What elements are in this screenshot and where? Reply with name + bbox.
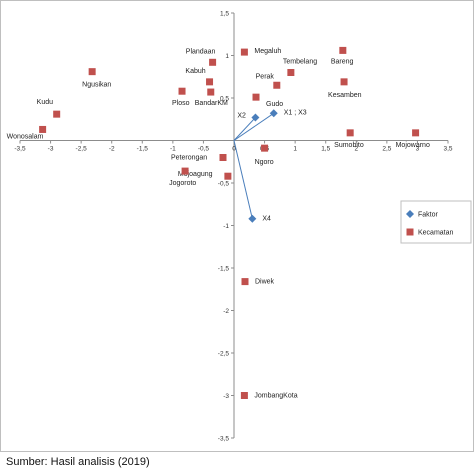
y-tick-label: -1,5 <box>218 266 230 273</box>
faktor-vector-line <box>233 140 253 219</box>
faktor-point-x4 <box>248 214 257 223</box>
kecamatan-point-jombangkota <box>240 392 248 399</box>
legend-box <box>400 200 472 244</box>
point-label-megaluh: Megaluh <box>254 48 281 55</box>
kecamatan-point-bareng <box>339 46 347 54</box>
point-label-wonosalam: Wonosalam <box>7 133 44 140</box>
point-label-kabuh: Kabuh <box>185 68 205 75</box>
faktor-vector-line <box>233 112 275 141</box>
y-tick-label: -3 <box>223 393 229 400</box>
kecamatan-point-mojowarno <box>412 129 420 137</box>
y-tick-label: -1 <box>223 223 229 230</box>
legend: Faktor Kecamatan <box>400 200 472 244</box>
y-tick-label: -2,5 <box>218 351 230 358</box>
point-label-ngoro: Ngoro <box>255 159 274 166</box>
y-tick-label: -2 <box>223 308 229 315</box>
x-tick-label: 1 <box>293 146 297 153</box>
y-tick-label: 0,5 <box>220 96 229 103</box>
faktor-vector-line <box>233 117 256 141</box>
point-label-ploso: Ploso <box>172 100 190 107</box>
x-tick-label: -1,5 <box>137 146 149 153</box>
x-tick-label: -3 <box>48 146 54 153</box>
kecamatan-point-wonosalam <box>39 125 47 133</box>
y-tick-label: 1 <box>225 53 229 60</box>
kecamatan-point-megaluh <box>240 48 248 56</box>
x-tick-label: -0,5 <box>198 146 210 153</box>
legend-swatch-faktor <box>406 210 414 218</box>
point-label-diwek: Diwek <box>255 279 275 286</box>
point-label-kudu: Kudu <box>37 99 53 106</box>
point-label-jombangkota: JombangKota <box>254 393 297 400</box>
kecamatan-point-bandarkm <box>207 88 215 96</box>
kecamatan-point-perak <box>273 81 281 89</box>
point-label-x2: X2 <box>237 113 246 120</box>
kecamatan-point-plandaan <box>209 58 217 66</box>
x-tick-label: 2,5 <box>382 146 391 153</box>
kecamatan-point-mojoagung <box>224 172 232 180</box>
y-tick-label: -3,5 <box>218 436 230 443</box>
kecamatan-point-kudu <box>53 110 61 118</box>
legend-label-faktor: Faktor <box>418 212 439 219</box>
faktor-point-x1-x3 <box>269 109 278 118</box>
x-tick-label: 2 <box>354 146 358 153</box>
point-label-kesamben: Kesamben <box>328 92 362 99</box>
point-label-jogoroto: Jogoroto <box>169 180 196 187</box>
scatter-plot: -3,5 -3 -2,5 -2 -1,5 -1 -0,5 0 0,5 1 1,5 2 2,5 3 3,5 1,… <box>7 11 472 443</box>
kecamatan-point-gudo <box>252 93 260 101</box>
kecamatan-point-ngoro <box>261 144 269 152</box>
kecamatan-point-jogoroto <box>181 167 189 175</box>
point-label-ngusikan: Ngusikan <box>82 82 111 89</box>
x-tick-label: -1 <box>170 146 176 153</box>
point-label-sumobito: Sumobito <box>334 142 364 149</box>
x-tick-label: -2,5 <box>76 146 88 153</box>
kecamatan-point-sumobito <box>346 129 354 137</box>
point-label-mojowarno: Mojowarno <box>396 142 430 149</box>
kecamatan-point-diwek <box>241 278 249 286</box>
legend-label-kecamatan: Kecamatan <box>418 230 454 237</box>
kecamatan-point-ngusikan <box>88 68 96 76</box>
chart-frame: -3,5 -3 -2,5 -2 -1,5 -1 -0,5 0 0,5 1 1,5 2 2,5 3 3,5 1,… <box>0 0 474 452</box>
point-label-peterongan: Peterongan <box>171 155 207 162</box>
y-tick-label: 1,5 <box>220 11 229 18</box>
x-tick-label: 0 <box>232 146 236 153</box>
point-label-bareng: Bareng <box>331 58 354 65</box>
kecamatan-point-kesamben <box>340 78 348 86</box>
point-label-perak: Perak <box>256 73 275 80</box>
x-tick-label: 3,5 <box>443 146 452 153</box>
x-tick-label: 1,5 <box>321 146 330 153</box>
legend-swatch-kecamatan <box>406 228 414 236</box>
point-label-plandaan: Plandaan <box>186 48 216 55</box>
x-tick-label: 3 <box>416 146 420 153</box>
x-tick-label: -3,5 <box>14 146 26 153</box>
point-label-gudo: Gudo <box>266 101 283 108</box>
point-label-x4: X4 <box>262 216 271 223</box>
point-label-tembelang: Tembelang <box>283 59 317 66</box>
source-note: Sumber: Hasil analisis (2019) <box>6 456 150 468</box>
faktor-point-x2 <box>251 113 260 122</box>
kecamatan-point-peterongan <box>219 154 227 161</box>
point-label-mojoagung: Mojoagung <box>178 171 213 178</box>
kecamatan-point-kabuh <box>206 78 214 86</box>
kecamatan-point-tembelang <box>287 69 295 76</box>
kecamatan-point-ploso <box>178 87 186 95</box>
x-tick-label: -2 <box>109 146 115 153</box>
y-tick-label: -0,5 <box>218 181 230 188</box>
point-label-x1-x3: X1 ; X3 <box>284 109 307 116</box>
point-label-bandarkm: BandarKM <box>195 100 228 107</box>
axes: -3,5 -3 -2,5 -2 -1,5 -1 -0,5 0 0,5 1 1,5 2 2,5 3 3,5 1,… <box>14 11 452 443</box>
